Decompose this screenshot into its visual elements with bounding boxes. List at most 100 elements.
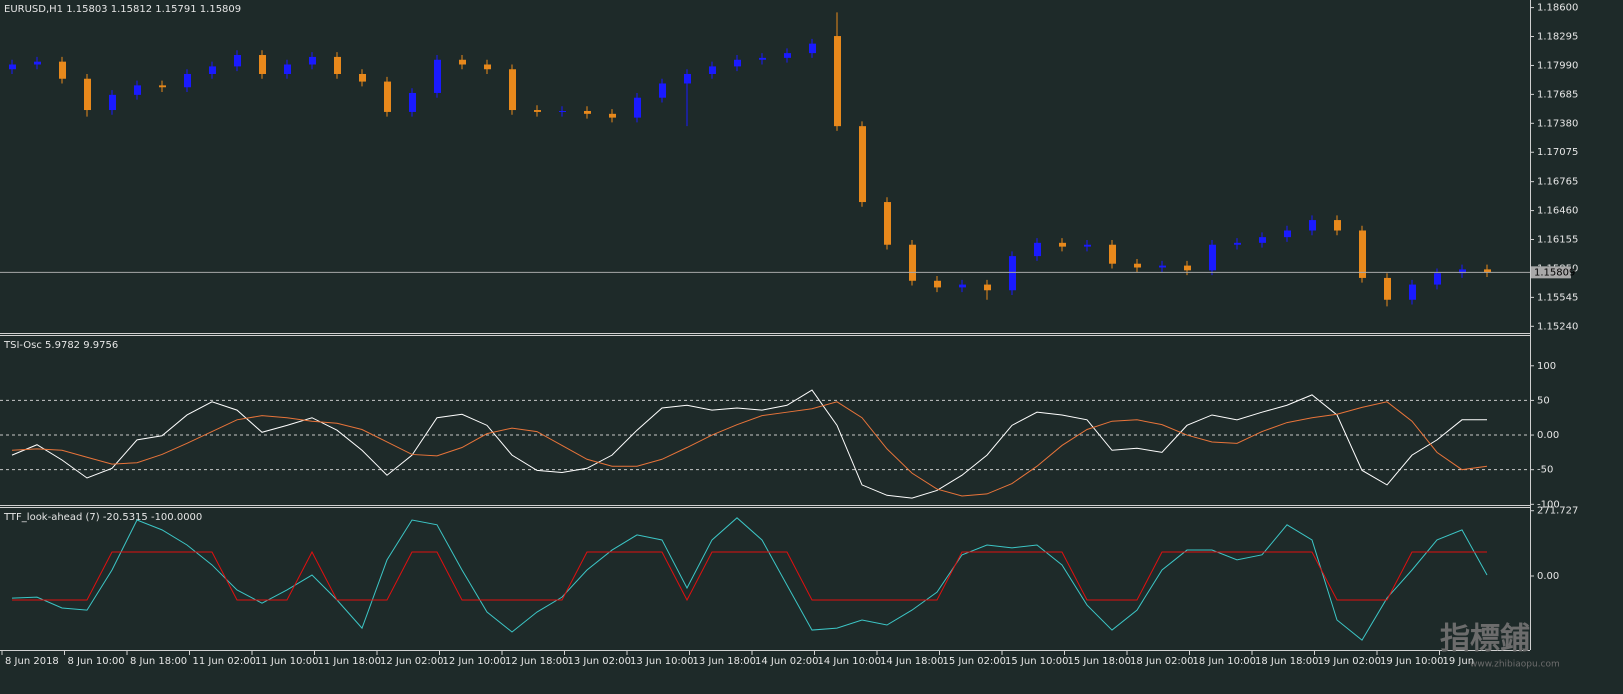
candle-body [659,83,666,98]
candle-body [934,280,941,288]
candle-body [584,110,591,114]
candle-body [509,69,516,111]
y-tick-label: 0.00 [1537,430,1559,441]
y-tick-label: 1.17685 [1537,89,1578,100]
candle-body [284,64,291,74]
candle-body [1359,230,1366,278]
x-tick-label: 8 Jun 10:00 [68,656,125,667]
x-tick-label: 13 Jun 02:00 [568,656,632,667]
candle-body [1309,220,1316,231]
candle-body [1434,273,1441,285]
candle-body [409,92,416,112]
candle-body [1109,244,1116,264]
series-line [12,550,1487,602]
candle-body [1259,237,1266,243]
candle-body [1459,269,1466,274]
x-tick-label: 8 Jun 2018 [5,656,59,667]
candle-body [884,202,891,245]
x-tick-label: 15 Jun 02:00 [943,656,1007,667]
candle-body [459,59,466,65]
candle-body [159,85,166,88]
y-tick-label: -50 [1537,465,1553,476]
x-tick-label: 15 Jun 10:00 [1005,656,1069,667]
candle-body [334,56,341,74]
candle-body [259,55,266,74]
x-tick-label: 11 Jun 02:00 [193,656,257,667]
candle-body [309,56,316,65]
candle-body [1134,263,1141,268]
candle-body [134,85,141,95]
y-tick-label: 0.00 [1537,571,1559,582]
candle-body [1209,244,1216,271]
candle-body [984,284,991,291]
candle-body [684,73,691,84]
x-tick-label: 13 Jun 10:00 [630,656,694,667]
x-tick-label: 8 Jun 18:00 [130,656,187,667]
y-tick-label: 1.16460 [1537,206,1578,217]
panel-title: TSI-Osc 5.9782 9.9756 [3,340,118,351]
candle-body [9,64,16,70]
candle-body [359,73,366,82]
candle-body [859,126,866,203]
candle-body [384,81,391,112]
candle-body [59,61,66,79]
x-tick-label: 14 Jun 10:00 [818,656,882,667]
candle-body [1284,230,1291,238]
candle-body [834,36,841,127]
candle-body [959,284,966,288]
x-tick-label: 12 Jun 10:00 [443,656,507,667]
candle-body [1084,244,1091,247]
watermark: 指標鋪 [1440,622,1530,657]
x-tick-label: 19 Jun 10:00 [1380,656,1444,667]
candle-body [559,110,566,112]
x-tick-label: 12 Jun 18:00 [505,656,569,667]
y-tick-label: 1.17075 [1537,147,1578,158]
y-tick-label: 271.727 [1537,506,1578,517]
series-line [11,389,1487,499]
y-tick-label: 50 [1537,395,1550,406]
candle-body [1384,277,1391,300]
candle-body [709,66,716,74]
candle-body [734,59,741,67]
candle-body [1409,284,1416,300]
candle-body [759,57,766,60]
x-tick-label: 14 Jun 02:00 [755,656,819,667]
candle-body [784,53,791,58]
x-tick-label: 18 Jun 18:00 [1255,656,1319,667]
candle-body [184,73,191,88]
x-tick-label: 14 Jun 18:00 [880,656,944,667]
series-line [11,517,1488,641]
x-tick-label: 11 Jun 10:00 [255,656,319,667]
candle-body [84,78,91,111]
candle-body [1484,269,1491,273]
candle-body [1159,265,1166,268]
series-line [11,401,1488,497]
x-tick-label: 12 Jun 02:00 [380,656,444,667]
candle-body [534,110,541,112]
y-tick-label: 1.17990 [1537,60,1578,71]
candle-body [434,59,441,93]
candle-body [909,244,916,281]
candle-body [634,97,641,118]
x-tick-label: 19 Jun [1443,656,1475,667]
y-tick-label: 100 [1537,361,1556,372]
candle-body [484,64,491,70]
candle-body [1059,242,1066,247]
x-tick-label: 15 Jun 18:00 [1068,656,1132,667]
y-tick-label: 1.18600 [1537,3,1578,14]
y-tick-label: 1.15240 [1537,321,1578,332]
panel-title: TTF_look-ahead (7) -20.5315 -100.0000 [3,512,202,523]
candle-body [809,43,816,54]
y-tick-label: 1.18295 [1537,32,1578,43]
x-tick-label: 13 Jun 18:00 [693,656,757,667]
candle-body [34,61,41,65]
y-tick-label: 1.16765 [1537,177,1578,188]
current-price-label: 1.15809 [1534,267,1575,278]
x-tick-label: 11 Jun 18:00 [318,656,382,667]
x-tick-label: 19 Jun 02:00 [1318,656,1382,667]
y-tick-label: 1.16155 [1537,235,1578,246]
y-tick-label: 1.15545 [1537,292,1578,303]
